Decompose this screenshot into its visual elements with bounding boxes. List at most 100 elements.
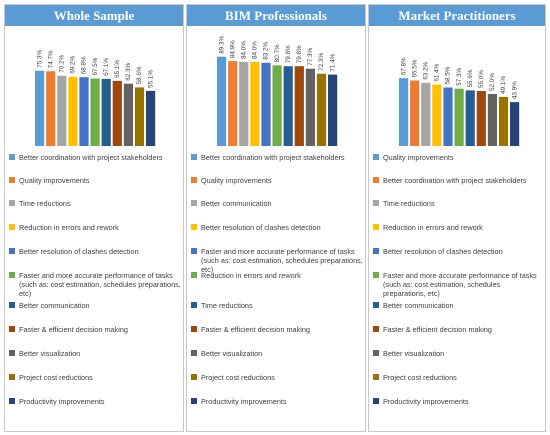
bar-value-label: 84.0% [252,41,259,59]
legend-label: Project cost reductions [201,373,275,382]
legend-label: Productivity improvements [201,397,287,406]
legend-label: Faster & efficient decision making [19,325,128,334]
bar-value-label: 65.1% [114,60,121,78]
legend-swatch [373,374,379,380]
bar-value-label: 43.9% [511,81,518,99]
bar-value-label: 79.8% [285,45,292,63]
bar-chart: 67.8% 65.5% 63.2% 61.4% 58.5% 57.3% 55.6% 55.0%… [399,57,520,146]
bar-value-label: 84.9% [229,40,236,58]
legend-swatch [191,154,197,160]
legend-item: Quality improvements [9,176,181,185]
legend-swatch [373,154,379,160]
legend-item: Better communication [9,301,181,310]
legend-item: Productivity improvements [191,397,363,406]
legend-label: Better resolution of clashes detection [201,223,321,232]
bar-value-label: 55.1% [147,70,154,88]
legend-item: Better visualization [191,349,363,358]
bar [228,61,238,146]
bar-value-label: 58.5% [445,66,452,84]
legend-label: Time reductions [383,199,435,208]
legend-swatch [191,272,197,278]
legend-item: Faster and more accurate performance of … [373,271,543,298]
legend-item: Better communication [373,301,543,310]
legend-swatch [373,177,379,183]
bar [454,88,464,146]
legend-swatch [9,224,15,230]
legend-swatch [9,350,15,356]
legend-swatch [373,398,379,404]
legend-item: Better resolution of clashes detection [191,223,363,232]
bar [101,78,111,146]
bar-value-label: 75.3% [36,49,43,67]
bar-value-label: 55.6% [467,69,474,87]
legend-label: Reduction in errors and rework [19,223,119,232]
bar [399,78,409,146]
bar [283,66,293,146]
bar-value-label: 67.8% [400,57,407,75]
legend-label: Better visualization [201,349,263,358]
legend-item: Time reductions [373,199,543,208]
legend-label: Better coordination with project stakeho… [383,176,527,185]
bar-value-label: 79.8% [296,45,303,63]
bar-value-label: 49.1% [500,76,507,94]
chart-panel-market-practitioners: Market Practitioners 67.8% 65.5% 63.2% 61.4… [368,4,546,432]
legend-item: Better coordination with project stakeho… [373,176,543,185]
legend-swatch [191,326,197,332]
legend-swatch [9,177,15,183]
legend-swatch [9,272,15,278]
legend-item: Faster & efficient decision making [9,325,181,334]
bar [328,74,338,146]
legend-swatch [9,154,15,160]
legend-item: Reduction in errors and rework [191,271,363,280]
legend-item: Project cost reductions [9,373,181,382]
legend-item: Project cost reductions [373,373,543,382]
legend-swatch [9,302,15,308]
chart-panel-bim-professionals: BIM Professionals 89.3% 84.9% 84.0% 84.0% 83… [186,4,366,432]
bar-value-label: 89.3% [218,35,225,53]
legend-item: Quality improvements [373,153,543,162]
legend-label: Reduction in errors and rework [201,271,301,280]
legend-swatch [373,272,379,278]
bar-value-label: 70.2% [58,55,65,73]
bar-value-label: 69.2% [70,56,77,74]
legend-label: Better coordination with project stakeho… [19,153,163,162]
legend-label: Better coordination with project stakeho… [201,153,345,162]
legend-label: Faster and more accurate performance of … [19,271,181,298]
bar [250,62,260,146]
bar-value-label: 62.3% [125,62,132,80]
bar [305,68,315,146]
legend-item: Better communication [191,199,363,208]
legend-label: Productivity improvements [19,397,105,406]
bar [294,66,304,146]
bar [510,102,520,146]
legend-item: Reduction in errors and rework [373,223,543,232]
bar [476,91,486,146]
legend-label: Project cost reductions [19,373,93,382]
bar [421,82,431,146]
bar [134,87,145,146]
legend-label: Faster & efficient decision making [201,325,310,334]
legend-item: Faster and more accurate performance of … [191,247,363,274]
bar [68,76,78,146]
bar [46,71,56,146]
bar-value-label: 67.1% [103,58,110,76]
legend-item: Reduction in errors and rework [9,223,181,232]
legend-item: Better coordination with project stakeho… [9,153,181,162]
bar [112,80,122,146]
bar [316,73,327,146]
legend-swatch [9,374,15,380]
legend-label: Better communication [383,301,454,310]
legend-label: Time reductions [201,301,253,310]
legend-label: Better visualization [383,349,445,358]
legend-item: Project cost reductions [191,373,363,382]
legend-label: Productivity improvements [383,397,469,406]
bar-value-label: 57.3% [456,67,463,85]
legend-label: Quality improvements [383,153,454,162]
bar-value-label: 67.5% [92,57,99,75]
legend-label: Time reductions [19,199,71,208]
bar [57,75,67,146]
chart-title: Whole Sample [5,5,183,26]
bar [498,96,509,146]
legend-label: Quality improvements [19,176,90,185]
legend-item: Time reductions [9,199,181,208]
